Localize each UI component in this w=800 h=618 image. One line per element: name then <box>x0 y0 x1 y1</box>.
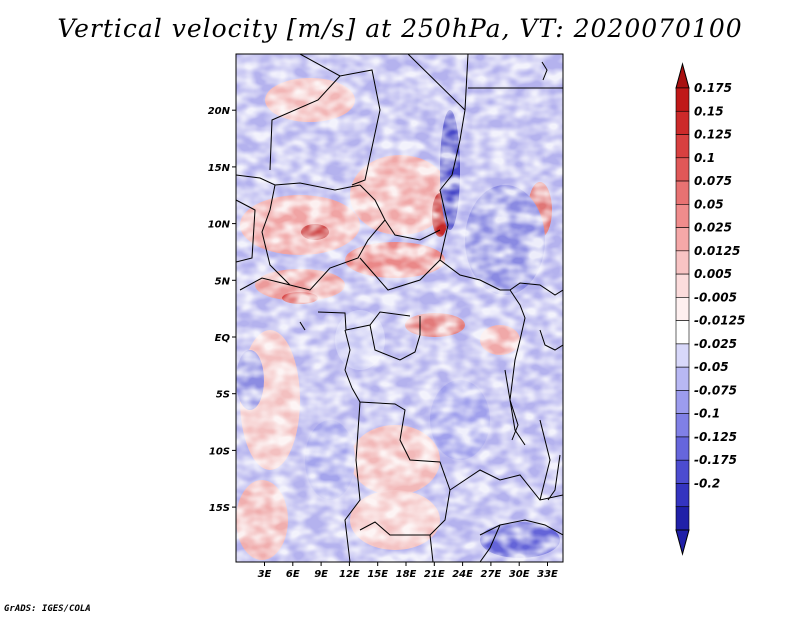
colorbar-swatch <box>675 250 690 275</box>
colorbar-label: -0.0125 <box>694 314 745 328</box>
lon-tick-label: 21E <box>424 569 445 580</box>
colorbar-label: 0.075 <box>694 174 732 188</box>
lon-tick-label: 6E <box>286 569 300 580</box>
lat-tick-label: 15N <box>208 163 231 174</box>
colorbar-label: -0.025 <box>694 337 737 351</box>
colorbar-label: 0.125 <box>694 128 732 142</box>
colorbar-swatch <box>675 297 690 321</box>
map-title: Vertical velocity [m/s] at 250hPa, VT: 2… <box>57 14 743 43</box>
colorbar-swatch <box>675 320 690 345</box>
lat-tick-label: 10N <box>208 220 231 231</box>
lon-tick-label: 33E <box>537 569 558 580</box>
country-borders <box>236 54 563 562</box>
colorbar-swatch <box>675 483 690 508</box>
colorbar: 0.175 0.15 0.125 0.1 0.075 0.05 0.025 0.0125 0.0… <box>675 62 745 556</box>
colorbar-swatch <box>675 180 690 205</box>
latitude-axis: 20N 15N 10N 5N EQ 5S 10S 15S <box>208 106 236 514</box>
colorbar-swatch <box>675 157 690 182</box>
plot-frame <box>235 53 564 563</box>
colorbar-swatch <box>675 366 690 391</box>
lon-tick-label: 12E <box>339 569 360 580</box>
colorbar-swatch <box>675 413 690 438</box>
lon-tick-label: 27E <box>481 569 502 580</box>
colorbar-swatch <box>675 134 690 159</box>
colorbar-swatch <box>675 506 690 531</box>
lat-tick-label: EQ <box>215 333 231 344</box>
colorbar-label: 0.005 <box>694 267 732 281</box>
colorbar-label: -0.1 <box>694 407 720 421</box>
colorbar-label: -0.075 <box>694 383 737 397</box>
colorbar-swatch <box>675 87 690 112</box>
colorbar-label: -0.175 <box>694 453 737 467</box>
colorbar-label: 0.05 <box>694 197 724 211</box>
colorbar-swatch <box>675 110 690 135</box>
lat-tick-label: 10S <box>209 446 230 457</box>
lat-tick-label: 5N <box>215 276 231 287</box>
colorbar-label: -0.2 <box>694 477 720 491</box>
colorbar-label: -0.125 <box>694 430 737 444</box>
colorbar-bottom-arrow <box>675 529 690 556</box>
vertical-velocity-field <box>236 54 563 562</box>
colorbar-swatch <box>675 273 690 298</box>
lat-tick-label: 15S <box>209 503 230 514</box>
colorbar-label: 0.15 <box>694 104 724 118</box>
longitude-axis: 3E 6E 9E 12E 15E 18E 21E 24E 27E 30E 33E <box>258 562 558 580</box>
lat-tick-label: 5S <box>216 390 230 401</box>
colorbar-label: 0.0125 <box>694 244 740 258</box>
colorbar-swatch <box>675 459 690 484</box>
colorbar-swatch <box>675 227 690 252</box>
colorbar-top-arrow <box>675 62 690 89</box>
lon-tick-label: 15E <box>367 569 388 580</box>
grads-credit: GrADS: IGES/COLA <box>4 604 91 614</box>
lon-tick-label: 9E <box>314 569 328 580</box>
colorbar-label: 0.175 <box>694 81 732 95</box>
colorbar-label: -0.005 <box>694 290 737 304</box>
colorbar-swatch <box>675 436 690 461</box>
lon-tick-label: 30E <box>509 569 530 580</box>
colorbar-swatch <box>675 204 690 228</box>
colorbar-label: 0.1 <box>694 151 715 165</box>
colorbar-label: 0.025 <box>694 221 732 235</box>
lon-tick-label: 18E <box>396 569 417 580</box>
lat-tick-label: 20N <box>208 106 231 117</box>
colorbar-swatch <box>675 343 690 368</box>
colorbar-swatch <box>675 390 690 414</box>
lon-tick-label: 24E <box>452 569 473 580</box>
lon-tick-label: 3E <box>258 569 272 580</box>
colorbar-label: -0.05 <box>694 360 729 374</box>
